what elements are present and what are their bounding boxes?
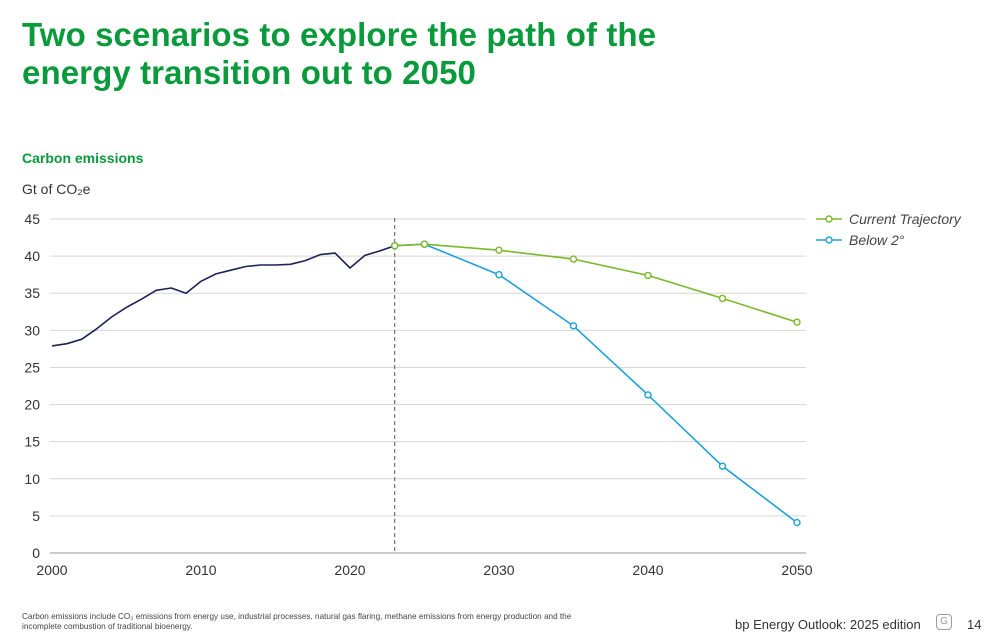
y-tick-label: 5 [32, 508, 40, 524]
footnote: Carbon emissions include CO₂ emissions f… [22, 612, 572, 631]
legend-marker [825, 236, 833, 244]
series-line [394, 243, 798, 524]
x-tick-label: 2020 [334, 562, 365, 578]
x-tick-label: 2010 [185, 562, 216, 578]
watermark: G [936, 614, 952, 630]
series-point [793, 518, 801, 527]
y-tick-label: 20 [24, 397, 40, 413]
legend-marker [825, 215, 833, 223]
x-tick-label: 2040 [632, 562, 663, 578]
series-point [718, 294, 727, 303]
series-point [644, 271, 652, 280]
series-point [495, 246, 503, 254]
legend-label: Current Trajectory [849, 211, 962, 227]
y-tick-label: 15 [24, 434, 40, 450]
y-tick-label: 10 [24, 471, 40, 487]
gridlines [50, 218, 806, 554]
series-point [793, 318, 801, 326]
y-tick-label: 25 [24, 359, 40, 375]
page-number: 14 [967, 617, 982, 632]
historical-series-line [51, 244, 395, 347]
chart-legend: Current Trajectory Below 2° [816, 211, 962, 248]
page-title: Two scenarios to explore the path of the… [22, 16, 657, 91]
series-point [569, 322, 578, 330]
x-tick-label: 2050 [781, 562, 812, 578]
y-axis-unit-label: Gt of CO₂e [22, 181, 91, 197]
chart-title: Carbon emissions [22, 150, 144, 166]
series-point [644, 391, 652, 399]
series-point [391, 242, 399, 250]
series-point [718, 462, 727, 470]
y-axis-ticks: 0 5 10 15 20 25 30 35 40 45 [24, 211, 40, 561]
y-tick-label: 30 [24, 322, 40, 338]
y-tick-label: 45 [24, 211, 40, 227]
watermark-logo-icon: G [936, 614, 952, 630]
y-tick-label: 40 [24, 248, 40, 264]
y-tick-label: 35 [24, 285, 40, 301]
series-lines [51, 240, 801, 527]
series-point [495, 270, 503, 279]
legend-label: Below 2° [849, 232, 905, 248]
series-point [569, 255, 578, 263]
x-axis-ticks: 2000 2010 2020 2030 2040 2050 [36, 562, 812, 578]
source-label: bp Energy Outlook: 2025 edition [735, 617, 921, 632]
y-tick-label: 0 [32, 545, 40, 561]
x-tick-label: 2000 [36, 562, 67, 578]
x-tick-label: 2030 [483, 562, 514, 578]
series-point [420, 240, 429, 248]
